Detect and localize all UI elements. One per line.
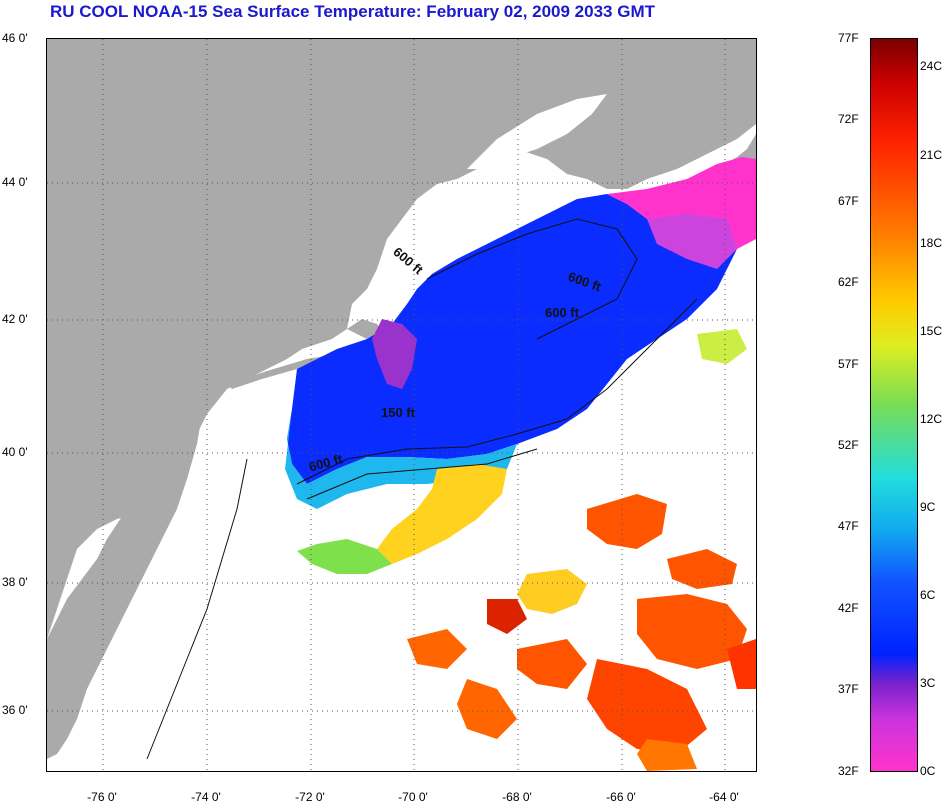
cbar-label-18c: 18C — [920, 236, 943, 250]
lon-label-76: -76 0' — [87, 790, 117, 804]
sst-violet — [647, 214, 737, 269]
lat-label-36: 36 0' — [2, 703, 28, 717]
land-cape-breton — [607, 124, 687, 167]
sst-warm-10 — [637, 739, 697, 771]
sst-warm-4 — [487, 599, 527, 634]
lon-label-72: -72 0' — [295, 790, 325, 804]
land-delmarva — [47, 414, 202, 759]
cbar-label-62f: 62F — [838, 275, 859, 289]
sst-warm-8 — [727, 639, 756, 689]
lat-label-42: 42 0' — [2, 312, 28, 326]
sst-coldest-capecod — [372, 319, 417, 389]
cbar-label-15c: 15C — [920, 324, 943, 338]
sst-warm-2 — [637, 594, 747, 669]
contour-label-3: 600 ft — [545, 305, 580, 320]
cbar-label-9c: 9C — [920, 500, 936, 514]
lat-label-38: 38 0' — [2, 575, 28, 589]
cbar-label-77f: 77F — [838, 31, 859, 45]
lat-label-40: 40 0' — [2, 445, 28, 459]
lat-label-44: 44 0' — [2, 175, 28, 189]
cbar-label-67f: 67F — [838, 194, 859, 208]
cbar-label-42f: 42F — [838, 601, 859, 615]
contour-label-1: 600 ft — [390, 244, 426, 278]
lon-label-66: -66 0' — [606, 790, 636, 804]
bathymetry-contours — [146, 218, 698, 760]
cbar-label-57f: 57F — [838, 357, 859, 371]
sst-coldest-gulf — [607, 157, 756, 249]
map-title: RU COOL NOAA-15 Sea Surface Temperature:… — [50, 2, 655, 21]
sst-cold-band — [287, 194, 737, 484]
cbar-label-32f: 32F — [838, 764, 859, 778]
sst-warm-1 — [587, 494, 667, 549]
sst-warm-9 — [457, 679, 517, 739]
bay-of-fundy — [467, 94, 607, 169]
lon-label-70: -70 0' — [398, 790, 428, 804]
lat-label-46: 46 0' — [2, 31, 28, 45]
lon-label-74: -74 0' — [191, 790, 221, 804]
sst-map[interactable]: 600 ft 600 ft 600 ft 150 ft 600 ft — [46, 38, 757, 772]
cbar-label-24c: 24C — [920, 59, 943, 73]
cbar-label-47f: 47F — [838, 519, 859, 533]
sst-warm-3 — [587, 659, 707, 754]
cbar-label-52f: 52F — [838, 438, 859, 452]
cbar-label-37f: 37F — [838, 682, 859, 696]
sst-slope-green — [297, 539, 392, 574]
colorbar — [870, 38, 918, 772]
cbar-label-0c: 0C — [920, 764, 936, 778]
sst-slope-yellow — [377, 464, 507, 564]
land-north — [47, 39, 756, 639]
grid-lines — [47, 39, 756, 771]
cbar-label-21c: 21C — [920, 148, 943, 162]
lon-label-68: -68 0' — [502, 790, 532, 804]
cbar-label-6c: 6C — [920, 588, 936, 602]
sst-slope-green2 — [517, 569, 587, 614]
sst-map-canvas: 600 ft 600 ft 600 ft 150 ft 600 ft — [47, 39, 756, 771]
cbar-label-3c: 3C — [920, 676, 936, 690]
cbar-label-12c: 12C — [920, 412, 943, 426]
sst-warm-6 — [517, 639, 587, 689]
sst-green-patch — [697, 329, 747, 364]
lon-label-64: -64 0' — [709, 790, 739, 804]
contour-label-4: 150 ft — [381, 405, 416, 420]
sst-warm-7 — [667, 549, 737, 589]
sst-warm-5 — [407, 629, 467, 669]
cbar-label-72f: 72F — [838, 112, 859, 126]
